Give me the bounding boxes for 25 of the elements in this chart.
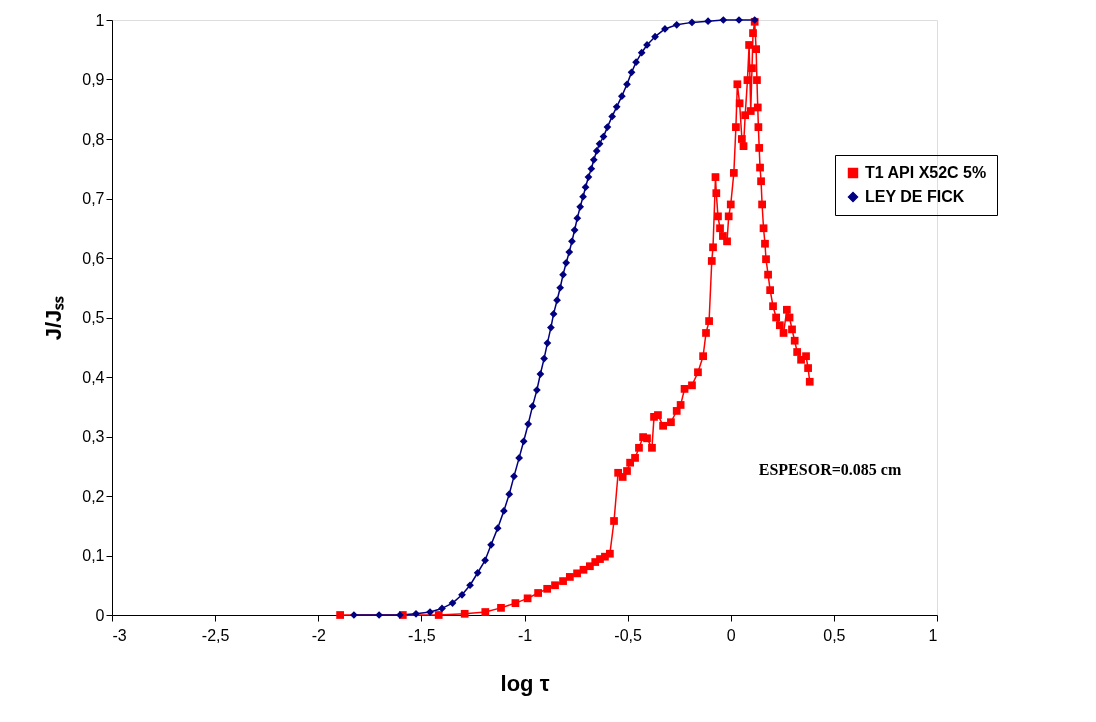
y-axis-title: J/Jₛₛ xyxy=(41,295,67,341)
y-tick-label: 0,7 xyxy=(82,190,105,207)
x-axis-title: log τ xyxy=(500,670,550,696)
y-tick-label: 1 xyxy=(95,11,105,29)
y-tick-label: 0,5 xyxy=(82,309,105,326)
x-tick-label: 0 xyxy=(726,626,736,644)
legend-label: T1 API X52C 5% xyxy=(865,164,987,181)
legend-label: LEY DE FICK xyxy=(865,188,965,205)
y-tick-label: 0,2 xyxy=(82,487,105,505)
x-tick-label: 1 xyxy=(928,626,938,644)
y-tick-label: 0,4 xyxy=(82,368,105,386)
y-tick-label: 0,8 xyxy=(82,130,105,148)
y-tick-label: 0,3 xyxy=(82,428,105,445)
y-tick-label: 0,6 xyxy=(82,249,105,267)
y-tick-label: 0,9 xyxy=(82,71,105,88)
y-tick-label: 0 xyxy=(95,606,105,624)
x-tick-label: 0,5 xyxy=(823,626,846,644)
x-tick-label: -2,5 xyxy=(201,626,230,644)
annotation: ESPESOR=0.085 cm xyxy=(758,461,902,478)
y-tick-label: 0,1 xyxy=(82,547,105,564)
x-tick-label: -1 xyxy=(517,626,533,644)
x-tick-label: -3 xyxy=(112,626,127,644)
x-tick-label: -0,5 xyxy=(614,626,643,644)
x-tick-label: -1,5 xyxy=(408,626,436,644)
x-tick-label: -2 xyxy=(311,626,326,644)
